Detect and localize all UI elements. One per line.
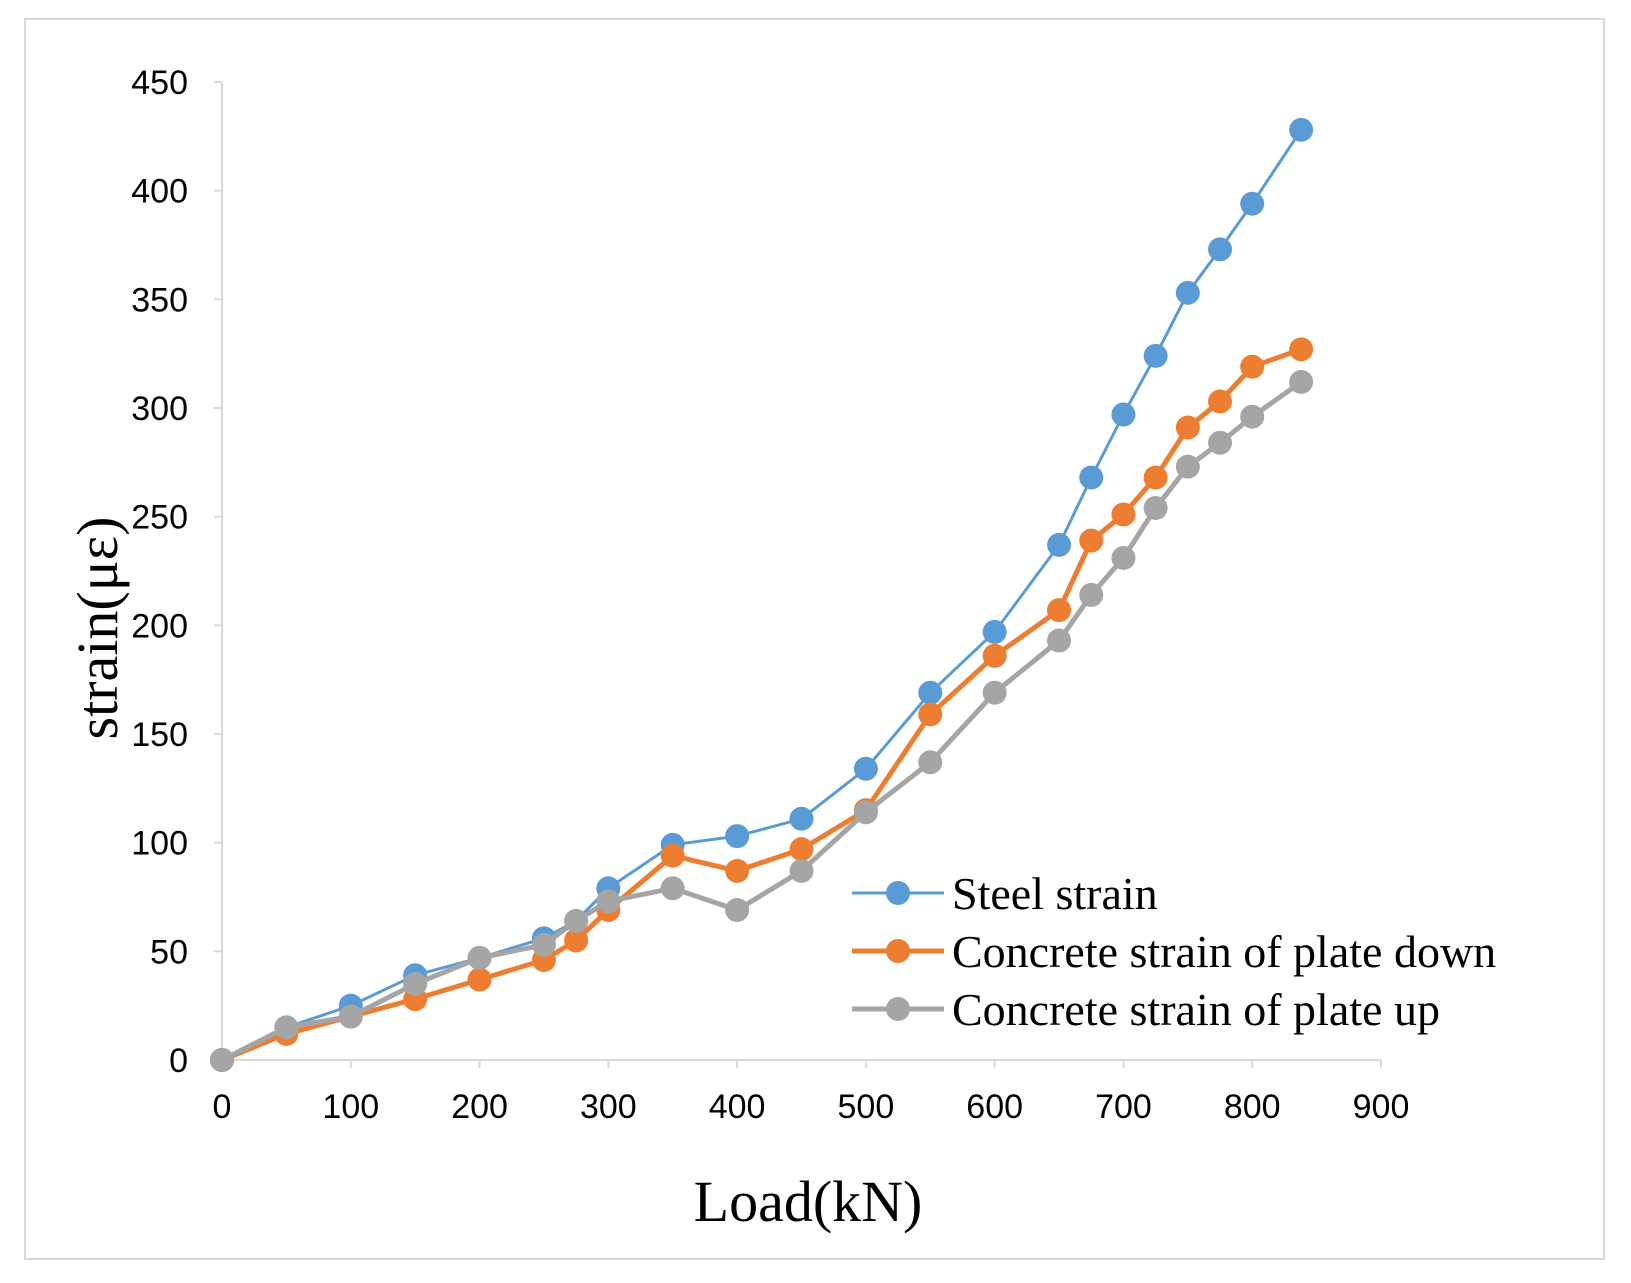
data-point: [1208, 237, 1233, 262]
legend-label: Concrete strain of plate up: [952, 984, 1440, 1035]
data-point: [1240, 191, 1265, 216]
data-point: [1111, 502, 1136, 527]
data-point: [725, 824, 750, 849]
x-tick-label: 100: [322, 1088, 379, 1126]
data-point: [1143, 465, 1168, 490]
y-axis-title: strain(με): [65, 517, 130, 740]
data-point: [1175, 454, 1200, 479]
legend-label: Concrete strain of plate down: [952, 926, 1496, 977]
data-point: [982, 643, 1007, 668]
data-point: [918, 750, 943, 775]
data-point: [1175, 280, 1200, 305]
data-point: [982, 619, 1007, 644]
data-point: [853, 800, 878, 825]
data-point: [789, 837, 814, 862]
data-point: [1111, 545, 1136, 570]
x-tick-label: 600: [966, 1088, 1023, 1126]
series-line: [220, 379, 1303, 1063]
series-layer: [210, 117, 1314, 1072]
x-tick-label: 800: [1224, 1088, 1281, 1126]
legend-label: Steel strain: [952, 868, 1158, 919]
y-tick-label: 200: [131, 607, 188, 645]
legend-marker: [886, 939, 910, 963]
data-point: [1143, 343, 1168, 368]
data-point: [1240, 404, 1265, 429]
data-point: [1208, 430, 1233, 455]
data-point: [1175, 415, 1200, 440]
y-tick-label: 100: [131, 825, 188, 863]
legend-marker: [886, 997, 910, 1021]
data-point: [918, 702, 943, 727]
x-tick-label: 700: [1095, 1088, 1152, 1126]
x-tick-label: 400: [709, 1088, 766, 1126]
data-point: [564, 908, 589, 933]
x-tick-label: 300: [580, 1088, 637, 1126]
data-point: [1289, 369, 1314, 394]
series-line: [221, 128, 1303, 1062]
data-point: [725, 898, 750, 923]
y-tick-label: 50: [150, 933, 188, 971]
y-tick-label: 150: [131, 716, 188, 754]
x-axis-title: Load(kN): [694, 1169, 923, 1234]
data-point: [210, 1048, 234, 1072]
data-point: [918, 680, 943, 705]
data-point: [1143, 495, 1168, 520]
y-tick-label: 0: [169, 1042, 188, 1080]
data-point: [1047, 532, 1072, 557]
chart-frame: [24, 18, 1605, 1260]
series-3: [210, 369, 1314, 1072]
x-tick-label: 0: [213, 1088, 232, 1126]
data-point: [274, 1015, 299, 1040]
legend: Steel strain Concrete strain of plate dow…: [852, 868, 1496, 1035]
x-tick-label: 200: [451, 1088, 508, 1126]
data-point: [1111, 402, 1136, 427]
data-point: [725, 858, 750, 883]
y-tick-label: 400: [131, 173, 188, 211]
data-point: [338, 1004, 363, 1029]
data-point: [1289, 337, 1314, 362]
data-point: [1047, 628, 1072, 653]
data-point: [1079, 528, 1104, 553]
x-tick-label: 500: [838, 1088, 895, 1126]
y-tick-label: 350: [131, 281, 188, 319]
data-point: [1047, 598, 1072, 623]
y-tick-label: 300: [131, 390, 188, 428]
x-tick-label: 900: [1353, 1088, 1410, 1126]
y-tick-label: 450: [131, 64, 188, 102]
data-point: [789, 858, 814, 883]
data-point: [853, 756, 878, 781]
series-line: [221, 346, 1303, 1063]
data-point: [467, 967, 492, 992]
data-point: [660, 843, 685, 868]
data-point: [660, 876, 685, 901]
data-point: [1079, 465, 1104, 490]
data-point: [467, 945, 492, 970]
y-tick-label: 250: [131, 499, 188, 537]
data-point: [982, 680, 1007, 705]
data-point: [531, 932, 556, 957]
data-point: [1289, 117, 1314, 142]
legend-marker: [886, 881, 910, 905]
data-point: [1079, 582, 1104, 607]
data-point: [789, 806, 814, 831]
data-point: [564, 928, 589, 953]
data-point: [596, 889, 621, 914]
data-point: [403, 971, 428, 996]
data-point: [1208, 389, 1233, 414]
data-point: [1240, 354, 1265, 379]
axes: 0 50 100 150 200 250 300 350 400 450 0 100 200 300 400…: [131, 64, 1409, 1126]
